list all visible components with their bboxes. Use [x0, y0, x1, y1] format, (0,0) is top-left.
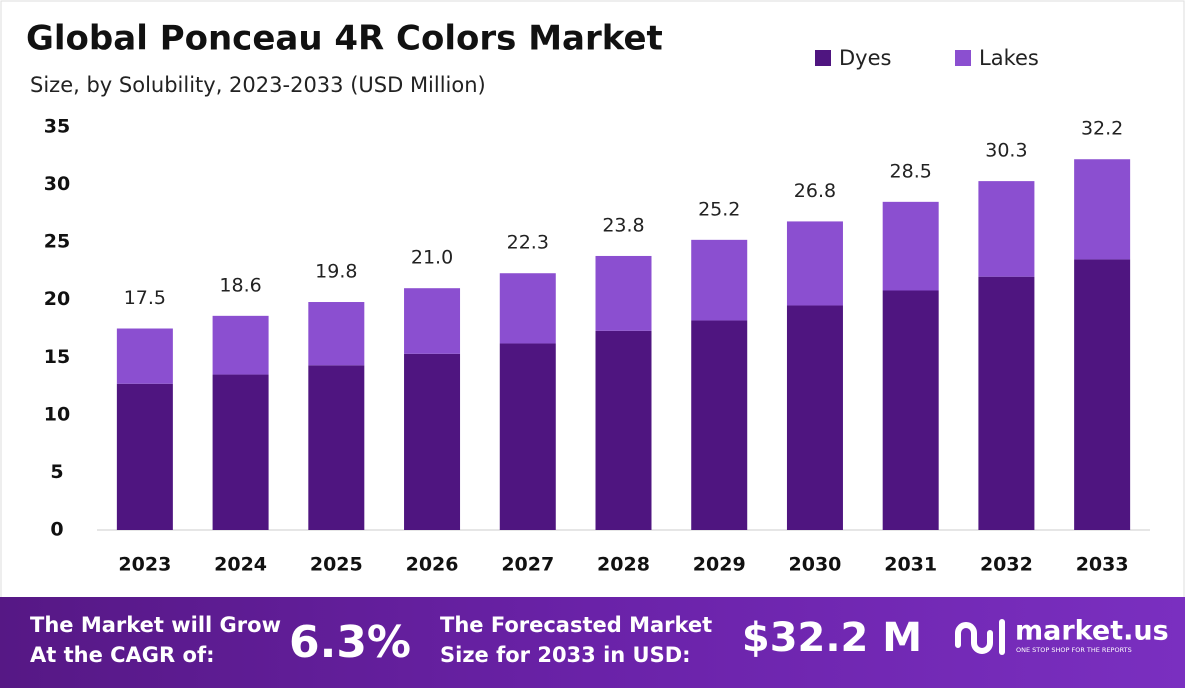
bar-segment: [212, 374, 269, 530]
bar-segment: [882, 290, 939, 530]
chart-subtitle: Size, by Solubility, 2023-2033 (USD Mill…: [30, 73, 486, 97]
total-label: 19.8: [315, 261, 357, 283]
footer-text: Size for 2033 in USD:: [440, 643, 691, 667]
bar-segment: [1074, 259, 1131, 530]
y-tick-label: 10: [44, 403, 70, 425]
footer-text: The Forecasted Market: [440, 613, 712, 637]
x-tick-label: 2025: [310, 554, 363, 576]
total-label: 21.0: [411, 247, 453, 269]
footer-text: The Market will Grow: [30, 613, 281, 637]
total-label: 30.3: [985, 140, 1027, 162]
forecast-value: $32.2 M: [742, 615, 922, 661]
y-tick-label: 5: [50, 461, 63, 483]
total-label: 18.6: [219, 274, 261, 296]
legend-swatch: [955, 50, 971, 66]
total-label: 28.5: [890, 160, 932, 182]
bar-segment: [786, 221, 843, 306]
total-label: 26.8: [794, 180, 836, 202]
bar-segment: [691, 239, 748, 321]
bar-segment: [116, 328, 173, 384]
bar-segment: [116, 383, 173, 530]
bar-segment: [691, 320, 748, 530]
legend-label: Lakes: [979, 46, 1039, 70]
bar-segment: [882, 201, 939, 291]
x-tick-label: 2023: [118, 554, 171, 576]
cagr-value: 6.3%: [289, 617, 411, 668]
bar-segment: [499, 343, 556, 530]
bar-segment: [595, 255, 652, 331]
x-tick-label: 2033: [1076, 554, 1129, 576]
bar-segment: [308, 302, 365, 366]
bar-segment: [786, 305, 843, 530]
total-label: 32.2: [1081, 118, 1123, 140]
total-label: 25.2: [698, 198, 740, 220]
x-tick-label: 2024: [214, 554, 267, 576]
y-tick-label: 25: [44, 231, 70, 253]
y-tick-label: 30: [44, 173, 70, 195]
bar-segment: [595, 330, 652, 530]
bar-segment: [404, 288, 461, 354]
bar-segment: [308, 365, 365, 530]
chart-title: Global Ponceau 4R Colors Market: [26, 19, 663, 59]
bar-segment: [978, 276, 1035, 530]
x-tick-label: 2029: [693, 554, 746, 576]
bar-segment: [499, 273, 556, 344]
x-tick-label: 2028: [597, 554, 650, 576]
brand-name: market.us: [1015, 616, 1169, 647]
bar-segment: [978, 181, 1035, 277]
y-tick-label: 0: [50, 519, 63, 541]
total-label: 17.5: [124, 287, 166, 309]
total-label: 23.8: [602, 214, 644, 236]
legend-label: Dyes: [839, 46, 891, 70]
x-tick-label: 2027: [501, 554, 554, 576]
y-tick-label: 35: [44, 116, 70, 138]
x-tick-label: 2031: [884, 554, 937, 576]
x-tick-label: 2026: [406, 554, 459, 576]
footer-text: At the CAGR of:: [30, 643, 215, 667]
legend-swatch: [815, 50, 831, 66]
bar-segment: [212, 315, 269, 375]
bar-segment: [1074, 159, 1131, 260]
bar-segment: [404, 353, 461, 530]
y-tick-label: 20: [44, 288, 70, 310]
y-tick-label: 15: [44, 346, 70, 368]
x-tick-label: 2030: [789, 554, 842, 576]
total-label: 22.3: [507, 232, 549, 254]
brand-tagline: ONE STOP SHOP FOR THE REPORTS: [1016, 646, 1132, 654]
x-tick-label: 2032: [980, 554, 1033, 576]
brand-logo: [955, 619, 1005, 655]
